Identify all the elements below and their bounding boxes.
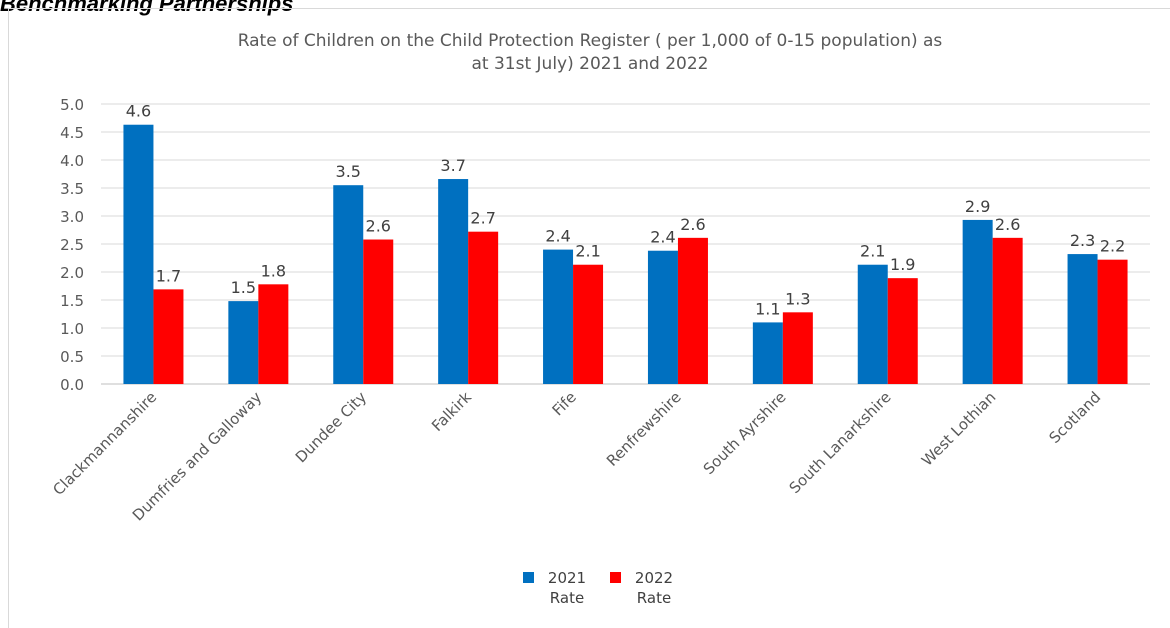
x-tick-label: South Ayrshire xyxy=(700,388,790,478)
y-tick-label: 2.5 xyxy=(60,236,84,254)
bar-2022 xyxy=(363,239,394,384)
y-tick-label: 4.0 xyxy=(60,152,84,170)
data-label: 2.6 xyxy=(680,215,705,234)
y-tick-label: 3.0 xyxy=(60,208,84,226)
y-tick-label: 0.5 xyxy=(60,348,84,366)
data-label: 3.5 xyxy=(336,162,361,181)
data-label: 3.7 xyxy=(440,156,465,175)
legend-swatch-2022 xyxy=(610,572,621,583)
bar-2021 xyxy=(1067,254,1098,384)
y-tick-label: 0.0 xyxy=(60,376,84,394)
legend-label-2021-line-2: Rate xyxy=(549,589,585,607)
y-tick-label: 4.5 xyxy=(60,124,84,142)
legend-label-2022-line-2: Rate xyxy=(636,589,672,607)
bar-2021 xyxy=(228,301,259,384)
data-label: 2.3 xyxy=(1070,231,1095,250)
x-tick-label: Dundee City xyxy=(292,388,370,466)
bar-2021 xyxy=(438,179,469,384)
bar-2021 xyxy=(543,249,574,384)
bar-2022 xyxy=(468,231,499,384)
data-label: 2.6 xyxy=(366,217,391,236)
bar-2021 xyxy=(962,219,993,384)
data-label: 1.1 xyxy=(755,299,780,318)
x-tick-label: Scotland xyxy=(1046,388,1105,447)
bar-2022 xyxy=(1097,259,1128,384)
y-tick-label: 1.5 xyxy=(60,292,84,310)
data-label: 2.9 xyxy=(965,197,990,216)
x-tick-label: Fife xyxy=(549,388,580,419)
bar-2021 xyxy=(647,250,678,384)
chart-title-line-2: at 31st July) 2021 and 2022 xyxy=(471,54,709,74)
data-label: 1.3 xyxy=(785,289,810,308)
y-tick-label: 2.0 xyxy=(60,264,84,282)
x-tick-label: West Lothian xyxy=(918,388,999,469)
data-label: 2.1 xyxy=(575,242,600,261)
data-label: 2.7 xyxy=(470,209,495,228)
bar-2021 xyxy=(123,124,154,384)
bar-2022 xyxy=(887,278,918,384)
y-tick-label: 5.0 xyxy=(60,96,84,114)
legend-label-2021: 2021 Rate xyxy=(537,568,597,608)
data-label: 2.1 xyxy=(860,242,885,261)
data-label: 2.4 xyxy=(545,227,570,246)
chart-title: Rate of Children on the Child Protection… xyxy=(90,30,1090,76)
data-label: 4.6 xyxy=(126,102,151,121)
bar-2021 xyxy=(333,185,364,384)
x-tick-label: South Lanarkshire xyxy=(786,388,895,497)
y-tick-label: 3.5 xyxy=(60,180,84,198)
bar-2022 xyxy=(258,284,289,384)
x-tick-label: Falkirk xyxy=(428,388,475,435)
bar-2022 xyxy=(153,289,184,384)
data-label: 2.2 xyxy=(1100,237,1125,256)
data-label: 1.5 xyxy=(231,278,256,297)
chart-frame xyxy=(8,8,1170,628)
data-label: 1.9 xyxy=(890,255,915,274)
data-label: 2.6 xyxy=(995,215,1020,234)
legend-label-2022-line-1: 2022 xyxy=(634,569,674,587)
bar-2021 xyxy=(857,264,888,384)
y-tick-label: 1.0 xyxy=(60,320,84,338)
bar-2022 xyxy=(677,237,708,384)
bar-2022 xyxy=(992,237,1023,384)
bar-2021 xyxy=(752,322,783,384)
legend-label-2022: 2022 Rate xyxy=(624,568,684,608)
chart-title-line-1: Rate of Children on the Child Protection… xyxy=(237,31,943,51)
x-tick-label: Renfrewshire xyxy=(603,388,685,470)
data-label: 1.8 xyxy=(261,261,286,280)
bar-2022 xyxy=(573,264,604,384)
data-label: 2.4 xyxy=(650,228,675,247)
data-label: 1.7 xyxy=(156,266,181,285)
bar-2022 xyxy=(782,312,813,384)
legend-label-2021-line-1: 2021 xyxy=(547,569,587,587)
x-tick-label: Clackmannanshire xyxy=(49,388,160,499)
legend-swatch-2021 xyxy=(523,572,534,583)
